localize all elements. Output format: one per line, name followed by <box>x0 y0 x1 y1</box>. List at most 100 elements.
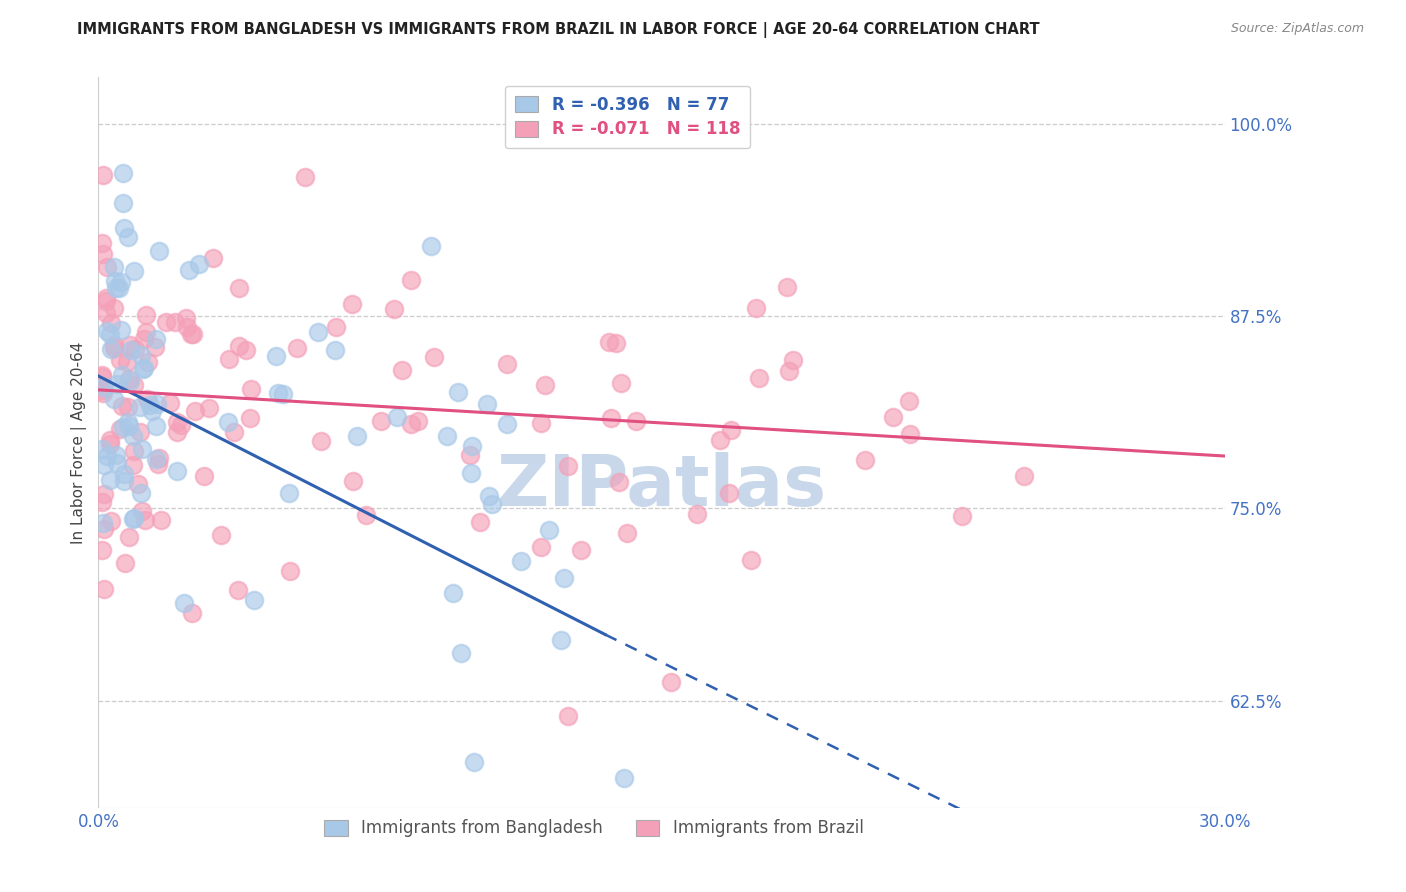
Text: IMMIGRANTS FROM BANGLADESH VS IMMIGRANTS FROM BRAZIL IN LABOR FORCE | AGE 20-64 : IMMIGRANTS FROM BANGLADESH VS IMMIGRANTS… <box>77 22 1040 38</box>
Point <box>118 374 141 388</box>
Point <box>382 301 405 316</box>
Point <box>599 411 621 425</box>
Point <box>267 386 290 401</box>
Point <box>598 335 620 350</box>
Point <box>478 489 501 503</box>
Point <box>159 396 181 410</box>
Point <box>108 422 131 436</box>
Point <box>131 503 153 517</box>
Point <box>278 485 301 500</box>
Point <box>94 294 117 309</box>
Point <box>446 384 468 399</box>
Point <box>104 281 127 295</box>
Point <box>117 230 139 244</box>
Point <box>217 416 239 430</box>
Point <box>460 466 482 480</box>
Point <box>174 311 197 326</box>
Point <box>103 392 125 407</box>
Point <box>112 474 135 488</box>
Point <box>776 280 799 294</box>
Point <box>166 425 188 440</box>
Point <box>98 326 121 341</box>
Point <box>93 582 115 596</box>
Point <box>100 343 122 357</box>
Point <box>148 244 170 259</box>
Point <box>309 434 332 449</box>
Point <box>170 417 193 432</box>
Point <box>132 332 155 346</box>
Point <box>533 378 555 392</box>
Point <box>853 453 876 467</box>
Point <box>720 423 742 437</box>
Point <box>370 414 392 428</box>
Point <box>188 257 211 271</box>
Point <box>166 463 188 477</box>
Point <box>110 275 132 289</box>
Point <box>111 368 134 383</box>
Point <box>122 378 145 392</box>
Point <box>121 429 143 443</box>
Point <box>145 332 167 346</box>
Point <box>129 486 152 500</box>
Point <box>569 543 592 558</box>
Point <box>93 487 115 501</box>
Point <box>193 469 215 483</box>
Point <box>307 326 329 340</box>
Point <box>112 166 135 180</box>
Point <box>146 457 169 471</box>
Point <box>108 353 131 368</box>
Point <box>124 444 146 458</box>
Point <box>103 338 125 352</box>
Point <box>117 400 139 414</box>
Point <box>537 524 560 538</box>
Point <box>91 442 114 457</box>
Point <box>778 363 800 377</box>
Point <box>243 593 266 607</box>
Point <box>461 439 484 453</box>
Point <box>118 338 141 352</box>
Point <box>128 425 150 439</box>
Point <box>141 403 163 417</box>
Point <box>557 458 579 473</box>
Point <box>94 291 117 305</box>
Point <box>103 342 125 356</box>
Point <box>110 323 132 337</box>
Point <box>104 448 127 462</box>
Point <box>184 404 207 418</box>
Point <box>118 372 141 386</box>
Point <box>131 442 153 457</box>
Point <box>495 357 517 371</box>
Point <box>166 415 188 429</box>
Text: ZIPatlas: ZIPatlas <box>496 452 827 521</box>
Point <box>463 756 485 770</box>
Point <box>882 409 904 424</box>
Point <box>117 415 139 429</box>
Point <box>93 458 115 472</box>
Point <box>346 429 368 443</box>
Point <box>510 554 533 568</box>
Point <box>391 363 413 377</box>
Point <box>340 297 363 311</box>
Point <box>96 324 118 338</box>
Point <box>136 355 159 369</box>
Point <box>218 352 240 367</box>
Point <box>181 607 204 621</box>
Point <box>530 417 553 431</box>
Point <box>145 452 167 467</box>
Point <box>354 508 377 523</box>
Point <box>91 386 114 401</box>
Point <box>408 414 430 428</box>
Point <box>468 515 491 529</box>
Point <box>114 557 136 571</box>
Point <box>342 475 364 489</box>
Point <box>325 319 347 334</box>
Point <box>98 473 121 487</box>
Point <box>112 467 135 481</box>
Point <box>173 596 195 610</box>
Point <box>550 633 572 648</box>
Point <box>222 425 245 440</box>
Point <box>748 370 770 384</box>
Point <box>132 361 155 376</box>
Point <box>155 314 177 328</box>
Point <box>661 674 683 689</box>
